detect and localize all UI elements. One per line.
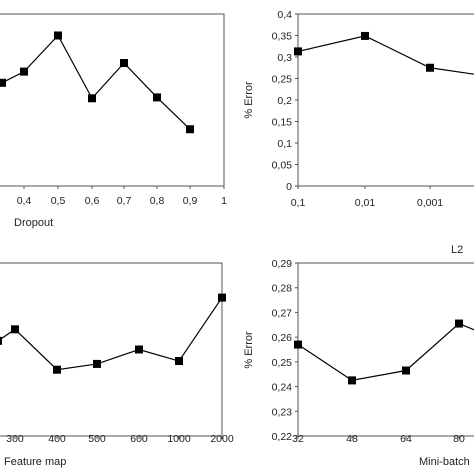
x-tick-label: 300 (6, 433, 24, 445)
y-tick-label: 0,22 (272, 431, 293, 443)
data-point-marker (93, 359, 101, 368)
y-tick-label: 0,23 (272, 406, 293, 418)
data-point-marker (53, 365, 61, 374)
data-point-marker (54, 31, 62, 40)
x-tick-label: 0,6 (85, 195, 100, 207)
data-point-marker (402, 366, 410, 375)
data-point-marker (11, 325, 19, 334)
y-tick-label: 0,29 (272, 258, 293, 270)
chart-panel-top-left: 0,4 0,5 0,6 0,7 0,8 0,9 1 Dropout (0, 13, 227, 229)
data-point-marker (20, 67, 28, 76)
x-tick-label: 0,5 (51, 195, 66, 207)
y-tick-label: 0,4 (277, 9, 292, 21)
x-tick-label: 0,01 (355, 197, 376, 209)
x-tick-label: 0,8 (150, 195, 165, 207)
x-tick-label: 0,7 (117, 195, 132, 207)
data-point-marker (120, 59, 128, 68)
y-tick-label: 0,25 (272, 74, 293, 86)
x-axis-label: L2 (451, 244, 463, 256)
data-point-marker (348, 376, 356, 385)
data-point-marker (361, 31, 369, 40)
y-tick-label: 0,15 (272, 117, 293, 129)
data-point-marker (294, 340, 302, 349)
chart-panel-bottom-left: 300 400 500 600 1000 2000 Feature map (0, 262, 234, 468)
y-tick-label: 0,25 (272, 357, 293, 369)
x-tick-label: 0,1 (291, 197, 306, 209)
x-tick-label: 600 (130, 433, 148, 445)
y-tick-label: 0,3 (277, 52, 292, 64)
data-point-marker (153, 93, 161, 102)
series-line (297, 322, 474, 382)
x-axis-label: Dropout (14, 217, 53, 229)
series-line (1, 34, 191, 130)
y-tick-label: 0,2 (277, 95, 292, 107)
x-tick-label: 80 (453, 433, 465, 445)
data-point-marker (186, 125, 194, 134)
plot-frame (297, 262, 474, 437)
y-tick-label: 0,05 (272, 160, 293, 172)
x-tick-label: 0,001 (417, 197, 443, 209)
x-axis-label: Mini-batch (419, 456, 470, 468)
data-point-marker (455, 319, 463, 328)
data-point-marker (218, 293, 226, 302)
y-tick-label: 0 (286, 181, 292, 193)
x-tick-label: 32 (292, 433, 304, 445)
y-axis-label: % Error (243, 331, 255, 369)
plot-frame (0, 13, 225, 187)
y-tick-label: 0,26 (272, 332, 293, 344)
chart-panel-top-right: 0 0,05 0,1 0,15 0,2 0,25 0,3 0,35 0,4 0,1 0,01 0,00… (243, 9, 474, 256)
x-tick-label: 0,9 (183, 195, 198, 207)
x-tick-label: 64 (400, 433, 412, 445)
x-axis-label: Feature map (4, 456, 66, 468)
plot-frame (0, 262, 223, 437)
x-tick-label: 0,4 (17, 195, 32, 207)
y-tick-label: 0,35 (272, 31, 293, 43)
y-tick-label: 0,24 (272, 382, 293, 394)
x-tick-label: 1 (221, 195, 227, 207)
x-tick-label: 2000 (210, 433, 234, 445)
data-point-marker (0, 336, 2, 345)
x-tick-label: 1000 (167, 433, 191, 445)
y-tick-label: 0,1 (277, 138, 292, 150)
series-line (297, 35, 474, 75)
plot-frame (297, 13, 474, 187)
x-tick-label: 400 (48, 433, 66, 445)
data-point-marker (0, 78, 6, 87)
data-point-marker (135, 345, 143, 354)
data-point-marker (175, 357, 183, 366)
y-axis-label: % Error (243, 81, 255, 119)
data-point-marker (426, 63, 434, 72)
y-tick-label: 0,28 (272, 283, 293, 295)
data-point-marker (88, 94, 96, 103)
data-point-marker (294, 47, 302, 56)
x-tick-label: 48 (346, 433, 358, 445)
y-tick-label: 0,27 (272, 307, 293, 319)
series-line (0, 297, 223, 371)
x-tick-label: 500 (88, 433, 106, 445)
chart-panel-bottom-right: 0,22 0,23 0,24 0,25 0,26 0,27 0,28 0,29 32 48 64 80… (243, 258, 474, 468)
